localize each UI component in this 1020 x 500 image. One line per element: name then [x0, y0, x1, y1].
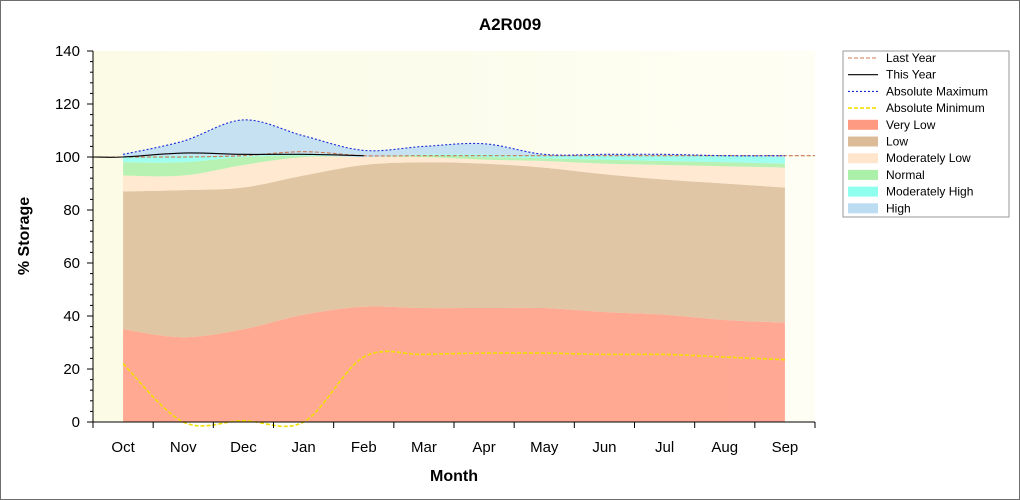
y-tick-label: 100	[55, 149, 80, 166]
y-tick-label: 80	[63, 202, 80, 219]
band-normal	[123, 155, 785, 177]
legend-label: Normal	[886, 168, 925, 182]
y-tick-label: 0	[72, 414, 80, 431]
legend-label: Very Low	[886, 118, 936, 132]
y-tick-label: 40	[63, 308, 80, 325]
legend-swatch	[848, 119, 878, 130]
legend-swatch	[848, 136, 878, 147]
series-line-absolute-maximum	[122, 119, 785, 157]
x-axis-label: Month	[430, 468, 478, 485]
x-tick-label: Feb	[351, 439, 377, 456]
band-moderately-low	[123, 156, 785, 192]
legend-label: Last Year	[886, 51, 936, 65]
series-lines-layer	[92, 119, 815, 428]
y-tick-label: 60	[63, 255, 80, 272]
bands-layer	[123, 119, 785, 422]
legend-label: Moderately Low	[886, 151, 971, 165]
band-very-low	[123, 306, 785, 422]
legend-entry-moderately-low: Moderately Low	[848, 151, 971, 165]
y-tick-label: 120	[55, 96, 80, 113]
band-low	[123, 162, 785, 338]
band-moderately-high	[123, 154, 785, 164]
legend-label: Absolute Maximum	[886, 84, 988, 98]
legend-entry-normal: Normal	[848, 168, 925, 182]
x-tick-label: May	[530, 439, 559, 456]
legend-label: Moderately High	[886, 185, 973, 199]
axes-layer: 0 20 40 60 80 100 120 140 Oct Nov Dec Jan Feb Mar Apr M…	[55, 43, 816, 456]
legend-entry-high: High	[848, 201, 911, 215]
x-tick-label: Apr	[472, 439, 495, 456]
legend-entry-this-year: This Year	[848, 68, 936, 82]
legend-swatch	[848, 169, 878, 180]
series-line-last-year	[93, 151, 815, 158]
legend-label: This Year	[886, 68, 936, 82]
legend-label: Absolute Minimum	[886, 101, 985, 115]
legend-entry-low: Low	[848, 135, 908, 149]
band-high	[123, 119, 785, 157]
x-tick-label: Sep	[772, 439, 799, 456]
legend-entry-moderately-high: Moderately High	[848, 185, 973, 199]
x-tick-label: Mar	[411, 439, 437, 456]
legend-entry-very-low: Very Low	[848, 118, 936, 132]
x-tick-label: Jan	[291, 439, 315, 456]
x-tick-label: Oct	[111, 439, 135, 456]
chart-title: A2R009	[479, 15, 541, 34]
series-line-this-year	[92, 152, 364, 158]
legend: Last Year This Year Absolute Maximum Absolu…	[842, 50, 1010, 218]
x-tick-label: Aug	[711, 439, 738, 456]
legend-swatch	[848, 186, 878, 197]
series-line-absolute-minimum	[122, 350, 785, 428]
legend-entry-last-year: Last Year	[848, 51, 936, 65]
y-axis-label: % Storage	[16, 197, 33, 275]
x-tick-label: Jul	[655, 439, 674, 456]
y-tick-label: 20	[63, 361, 80, 378]
legend-entry-absolute-minimum: Absolute Minimum	[848, 101, 985, 115]
legend-entry-absolute-maximum: Absolute Maximum	[848, 84, 988, 98]
legend-swatch	[848, 153, 878, 164]
y-tick-label: 140	[55, 43, 80, 60]
x-tick-label: Dec	[230, 439, 257, 456]
legend-swatch	[848, 203, 878, 214]
x-tick-label: Nov	[170, 439, 197, 456]
x-tick-label: Jun	[592, 439, 616, 456]
legend-label: High	[886, 201, 911, 215]
legend-label: Low	[886, 135, 908, 149]
